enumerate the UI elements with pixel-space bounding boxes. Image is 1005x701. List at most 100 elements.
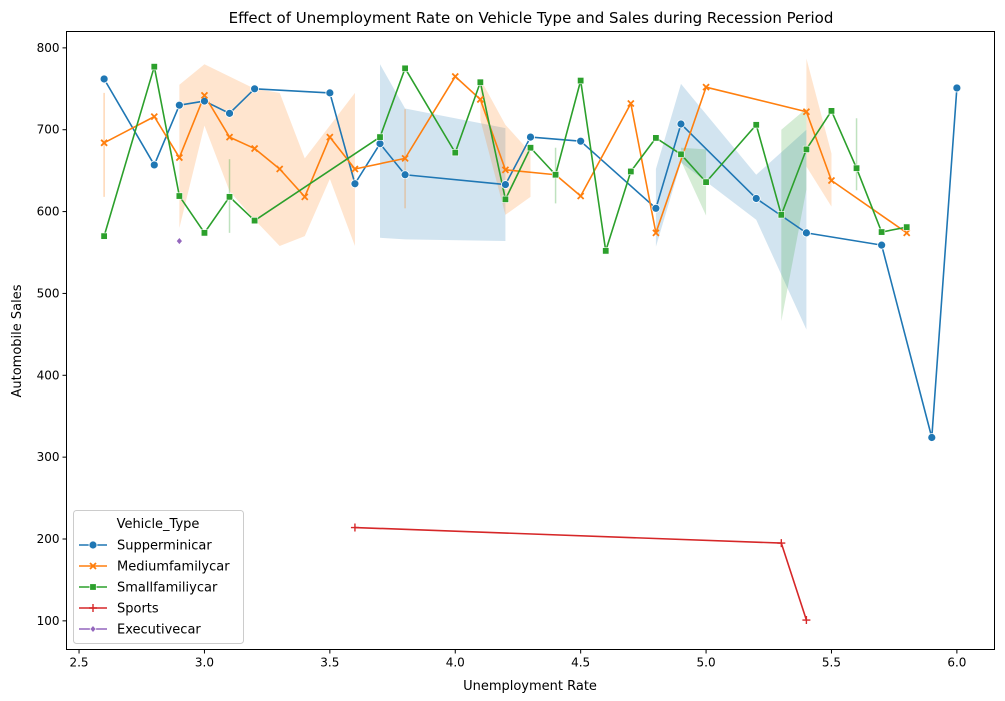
mediumfamilycar-point [903,229,911,237]
sports-point [350,523,359,532]
legend-label-smallfamiliycar: Smallfamiliycar [117,581,218,596]
supperminicar-point [200,96,209,106]
executivecar-point [175,237,183,246]
legend-marker-executivecar [89,625,97,633]
supperminicar-confidence-band [380,64,506,242]
x-axis-label: Unemployment Rate [463,679,597,694]
sports-point [777,539,786,548]
mediumfamilycar-point [250,144,259,153]
mediumfamilycar-point [351,165,359,173]
supperminicar-point [400,170,410,180]
y-tick-label: 300 [37,450,60,464]
supperminicar-point [325,88,335,98]
mediumfamilycar-point [175,153,184,162]
smallfamiliycar-point [376,133,384,141]
mediumfamilycar-point [225,133,234,141]
mediumfamilycar-line [103,75,908,234]
legend-label-sports: Sports [117,602,159,617]
x-tick-label: 2.5 [69,656,88,670]
mediumfamilycar-point [476,95,484,104]
smallfamiliycar-point [752,121,760,129]
legend-label-mediumfamilycar: Mediumfamilycar [117,560,230,575]
legend-box [73,510,244,644]
supperminicar-point [801,228,811,238]
smallfamiliycar-point [552,171,560,179]
chart-title: Effect of Unemployment Rate on Vehicle T… [229,9,834,27]
mediumfamilycar-point [150,112,158,121]
mediumfamilycar-point [802,108,811,116]
smallfamiliycar-point [602,247,610,255]
smallfamiliycar-line [103,65,907,252]
mediumfamilycar-point [702,83,710,91]
smallfamiliycar-point [150,63,158,71]
smallfamiliycar-point [200,229,208,237]
y-axis-label: Automobile Sales [10,284,25,397]
mediumfamilycar-point [577,192,585,200]
y-tick-label: 100 [37,614,60,628]
supperminicar-point [375,139,385,149]
legend-marker-smallfamiliycar [89,583,97,591]
supperminicar-point [149,160,159,170]
supperminicar-point [751,194,761,203]
legend-item-sports[interactable]: Sports [79,602,159,617]
legend-label-executivecar: Executivecar [117,623,201,638]
smallfamiliycar-point [526,144,534,152]
supperminicar-point [877,240,887,250]
mediumfamilycar-point [401,154,409,163]
supperminicar-point [927,433,937,442]
y-tick-label: 700 [37,123,60,137]
smallfamiliycar-point [853,164,861,172]
smallfamiliycar-point [652,134,660,142]
mediumfamilycar-point [451,72,459,81]
smallfamiliycar-confidence-band [680,147,707,216]
mediumfamilycar-confidence-band [806,58,832,207]
mediumfamilycar-point [326,133,334,141]
legend-label-supperminicar: Supperminicar [117,539,212,554]
supperminicar-point [651,203,661,213]
supperminicar-point [676,119,686,129]
supperminicar-confidence-band [655,83,807,330]
legend-item-mediumfamilycar[interactable]: Mediumfamilycar [79,560,230,575]
y-tick-label: 600 [37,205,60,219]
y-tick-label: 800 [37,41,60,55]
mediumfamilycar-point [100,139,108,147]
x-tick-label: 4.5 [571,656,590,670]
legend[interactable]: Vehicle_Type Supperminicar Mediumfamilyca… [73,510,244,644]
smallfamiliycar-point [903,223,911,231]
smallfamiliycar-point [401,64,409,72]
mediumfamilycar-point [301,193,309,201]
smallfamiliycar-point [827,107,835,115]
smallfamiliycar-point [802,145,810,153]
mediumfamilycar-point [501,166,510,174]
y-axis-ticks: 100 200 300 400 500 600 700 800 [37,41,67,628]
y-tick-label: 400 [37,368,60,382]
smallfamiliycar-point [702,178,710,186]
smallfamiliycar-point [251,217,259,225]
smallfamiliycar-point [878,228,886,236]
legend-item-supperminicar[interactable]: Supperminicar [79,539,212,554]
plot-frame [66,31,995,650]
supperminicar-point [225,108,234,118]
mediumfamilycar-point [827,176,836,185]
legend-item-executivecar[interactable]: Executivecar [79,623,201,638]
smallfamiliycar-point [677,150,685,158]
smallfamiliycar-point [777,211,785,219]
series-lines [103,65,958,621]
supperminicar-point [174,100,184,110]
legend-marker-sports [89,604,97,612]
x-tick-label: 3.0 [195,656,214,670]
supperminicar-point [350,179,360,189]
mediumfamilycar-point [627,99,635,108]
series-markers [99,63,962,625]
sports-point [802,616,811,625]
legend-item-smallfamiliycar[interactable]: Smallfamiliycar [79,581,218,596]
supperminicar-point [576,136,586,146]
smallfamiliycar-point [627,167,635,175]
smallfamiliycar-point [226,193,234,201]
x-tick-label: 4.0 [446,656,465,670]
x-tick-label: 5.0 [697,656,716,670]
y-tick-label: 200 [37,532,60,546]
legend-marker-supperminicar [88,540,98,550]
supperminicar-point [952,83,962,93]
